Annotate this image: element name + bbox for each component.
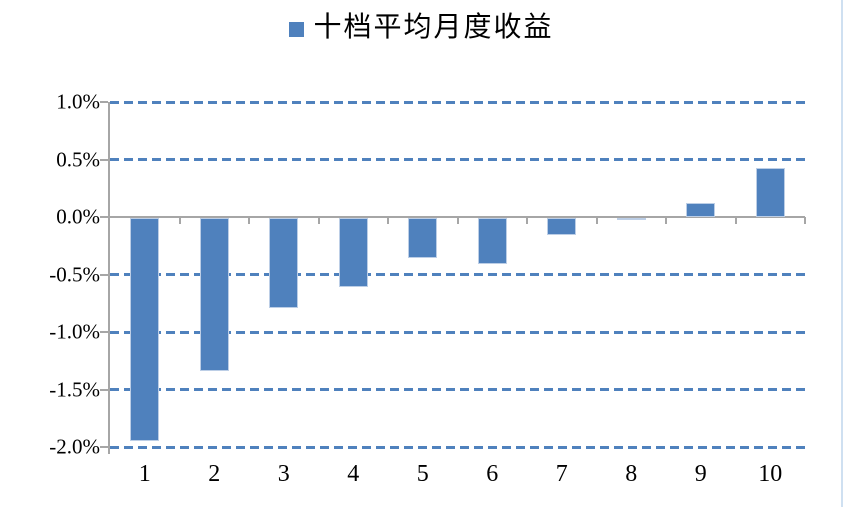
gridline	[110, 273, 805, 276]
bar	[199, 218, 229, 371]
y-axis-tick-label: -1.5%	[49, 377, 100, 401]
legend-label: 十档平均月度收益	[313, 12, 554, 43]
y-axis-tick	[100, 101, 108, 103]
gridline	[110, 158, 805, 161]
bar	[686, 203, 716, 217]
bar	[338, 218, 368, 287]
y-axis-tick	[100, 388, 108, 391]
x-axis-tick	[178, 217, 181, 224]
x-axis-tick	[387, 217, 389, 224]
y-axis-tick	[100, 216, 108, 218]
x-axis-tick-label: 10	[758, 461, 783, 487]
x-axis-tick-label: 1	[138, 461, 151, 487]
bar	[477, 218, 507, 264]
x-axis-tick-label: 9	[694, 461, 707, 487]
y-axis-tick-label: -2.0%	[49, 434, 100, 459]
x-axis-tick-label: 8	[625, 461, 638, 487]
y-axis-line	[108, 102, 110, 454]
x-axis-tick	[248, 217, 250, 224]
legend-marker-icon	[289, 21, 305, 37]
y-axis-tick	[100, 446, 108, 448]
x-axis-tick-label: 5	[416, 461, 429, 487]
x-axis-tick	[317, 217, 320, 224]
x-axis-tick	[804, 217, 806, 224]
gridline	[110, 100, 805, 104]
bar	[616, 218, 646, 221]
y-axis-tick-label: -0.5%	[49, 262, 100, 286]
y-axis-tick-label: 0.0%	[56, 204, 100, 229]
x-axis-tick	[595, 217, 598, 224]
y-axis-tick-label: -1.0%	[49, 319, 100, 344]
x-axis-tick-label: 2	[208, 461, 221, 487]
bar	[755, 167, 785, 217]
y-axis-tick-label: 1.0%	[56, 89, 100, 114]
gridline	[110, 445, 805, 449]
gridline	[110, 388, 805, 391]
y-axis-tick-label: 0.5%	[56, 147, 100, 171]
right-border-line	[841, 0, 843, 507]
x-axis-tick-label: 6	[486, 461, 499, 487]
x-axis-tick-label: 4	[347, 461, 360, 487]
bar	[130, 218, 160, 442]
y-axis-tick	[100, 331, 108, 333]
x-axis-tick-label: 7	[555, 461, 568, 487]
plot-area	[100, 100, 806, 454]
x-axis-tick	[456, 217, 459, 224]
gridline	[110, 330, 805, 334]
y-axis-tick	[100, 158, 108, 161]
x-axis-tick-label: 3	[277, 461, 290, 487]
x-axis-tick	[526, 217, 528, 224]
bar	[269, 218, 299, 308]
legend: 十档平均月度收益	[0, 14, 843, 42]
bar	[547, 218, 577, 236]
bar	[408, 218, 438, 259]
x-axis-tick	[665, 217, 667, 224]
y-axis-tick	[100, 273, 108, 276]
x-axis-tick	[734, 217, 737, 224]
